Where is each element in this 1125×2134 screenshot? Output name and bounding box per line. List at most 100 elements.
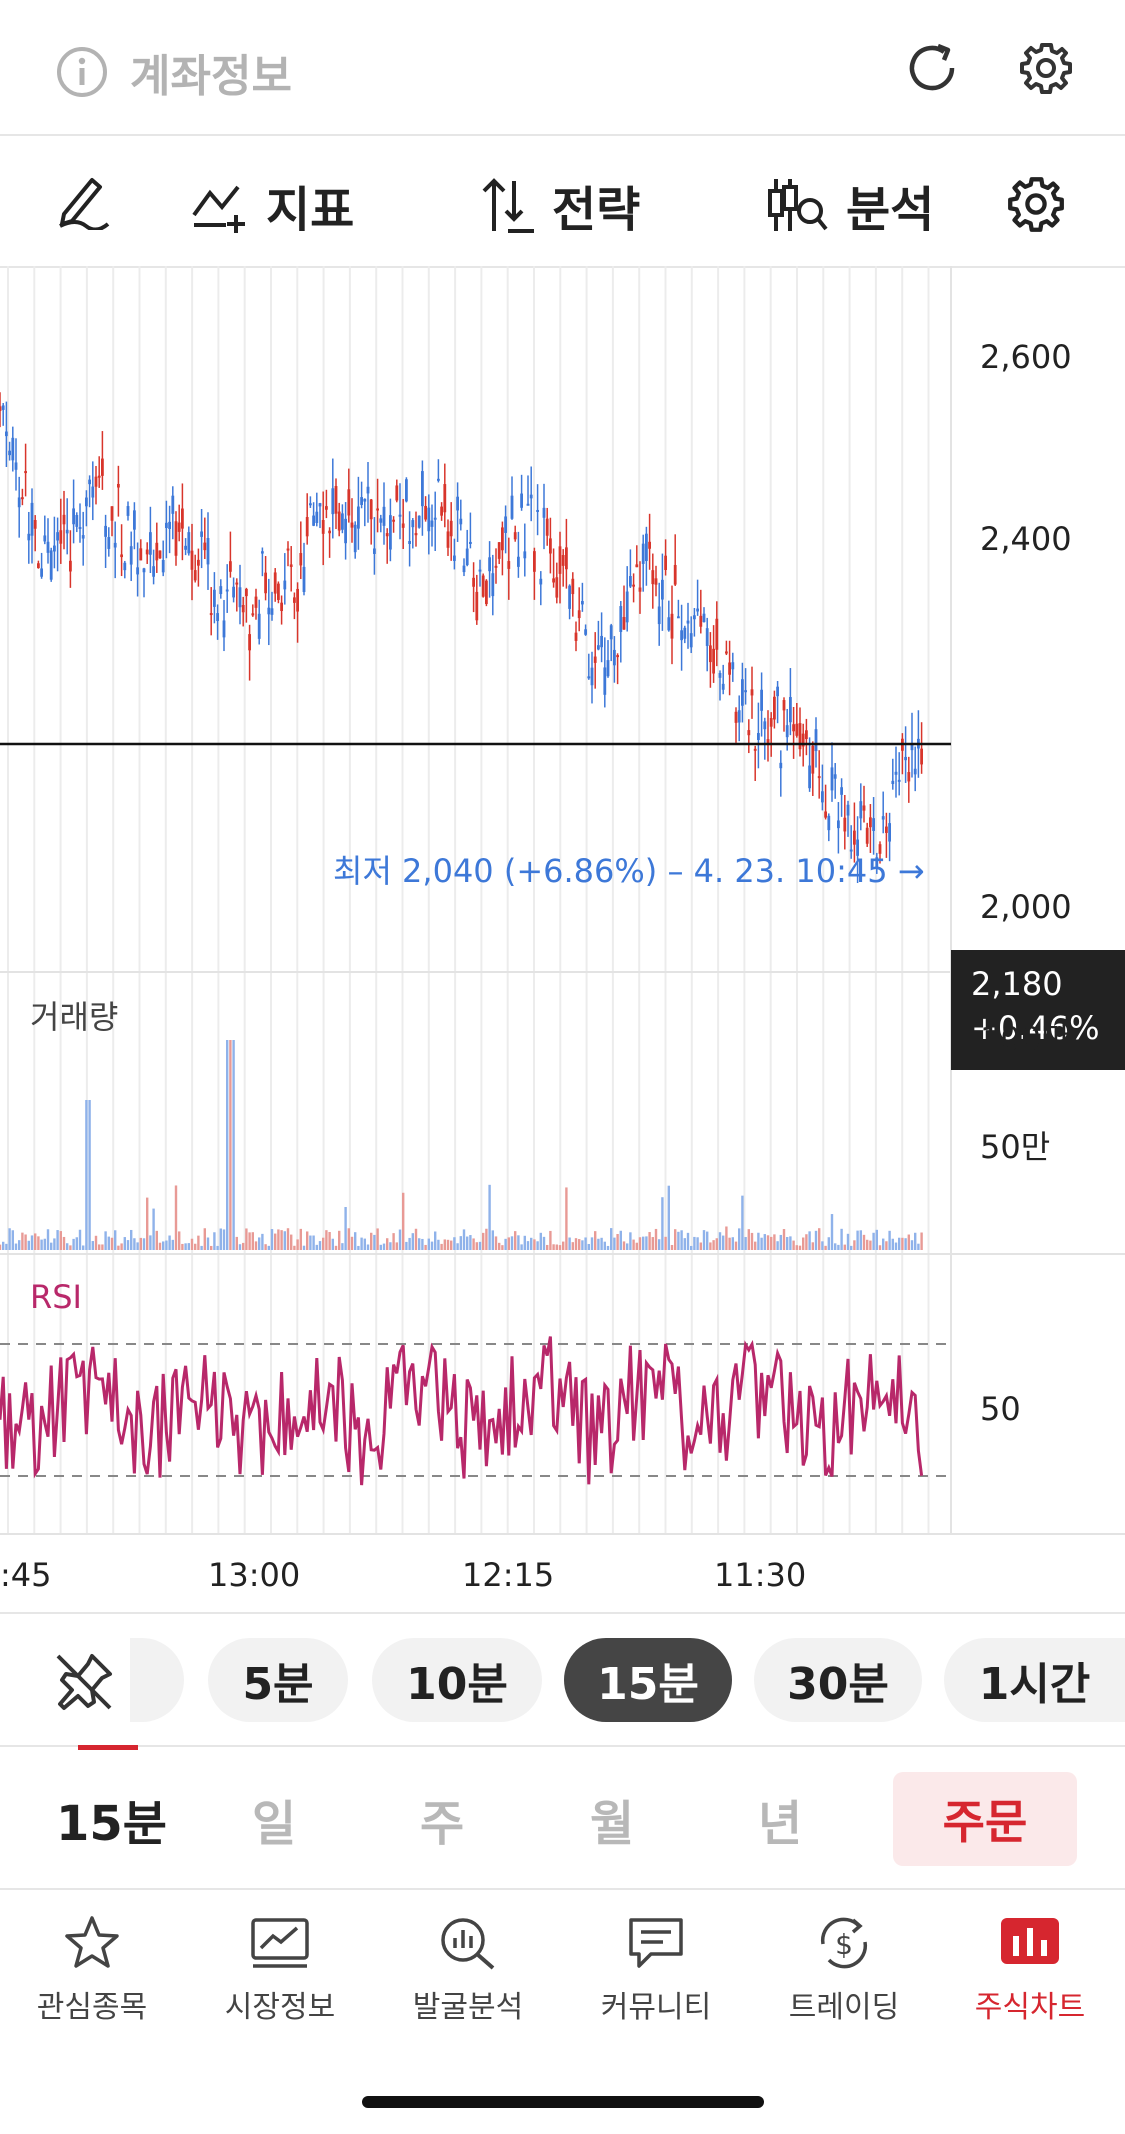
candle-body [88,479,91,485]
volume-bar [638,1237,642,1250]
volume-bar [862,1234,866,1250]
nav-item-community[interactable]: 커뮤니티 [566,1914,746,2026]
candle-body [667,617,671,631]
period-tab-week[interactable]: 주 [420,1796,465,1852]
chart-settings-button[interactable] [1004,172,1068,236]
volume-bar [757,1232,760,1250]
nav-item-stock-chart[interactable]: 주식차트 [940,1914,1120,2026]
draw-button[interactable] [56,170,112,230]
period-tab-month[interactable]: 월 [590,1796,635,1852]
candle-body [619,606,623,632]
period-tab-year[interactable]: 년 [758,1796,803,1852]
interval-chip-5m[interactable]: 5분 [208,1638,348,1722]
candle-body [177,522,181,532]
volume-bar [258,1237,261,1250]
candle-body [664,555,667,570]
analysis-button[interactable]: 분석 [766,170,934,240]
interval-selector: 5분 10분 15분 30분 1시간 [0,1614,1125,1744]
candle-body [763,721,767,730]
pin-off-icon [56,1654,112,1710]
volume-bar [568,1237,571,1250]
volume-bar [603,1241,606,1250]
candle-body [520,493,523,508]
volume-bar [430,1241,434,1250]
volume-bar [178,1231,181,1250]
y-tick: 2,000 [980,888,1072,926]
volume-bar [840,1228,843,1250]
volume-bar [171,1239,174,1250]
indicator-line-icon [192,185,245,233]
interval-chip-1h[interactable]: 1시간 [944,1638,1125,1722]
volume-bar [280,1230,283,1250]
candle-body [632,584,635,587]
candle-body [75,515,79,527]
account-info-button[interactable]: 계좌정보 [56,40,292,104]
volume-bar [526,1241,530,1250]
candle-body [875,857,879,869]
volume-bar [642,1236,645,1250]
indicator-button[interactable]: 지표 [190,170,354,240]
volume-bar [619,1230,622,1250]
stock-chart[interactable]: 2,600 2,400 2,000 2,180 +0.46% 최저 2,040 … [0,266,1125,1536]
pin-toggle-button[interactable] [48,1650,120,1714]
dollar-cycle-icon: $ [820,1917,868,1969]
nav-item-discovery[interactable]: 발굴분석 [378,1914,558,2026]
candle-body [721,683,725,690]
volume-tick: 50만 [980,1128,1051,1166]
interval-chip-15m[interactable]: 15분 [564,1638,732,1722]
candle-body [369,499,373,520]
chart-canvas[interactable] [0,266,1125,1536]
candle-body [648,541,651,549]
period-tab-day[interactable]: 일 [252,1796,297,1852]
volume-bar [206,1237,210,1250]
volume-bar [235,1236,238,1250]
nav-item-trading[interactable]: $ 트레이딩 [754,1914,934,2026]
volume-bar [174,1185,178,1250]
order-button[interactable]: 주문 [893,1772,1077,1866]
strategy-button[interactable]: 전략 [480,170,640,240]
refresh-button[interactable] [900,36,964,100]
volume-bar [635,1242,638,1250]
candle-body [789,697,792,723]
candle-body [798,723,802,750]
candle-body [366,486,370,494]
volume-bar [421,1238,424,1250]
candle-body [910,743,914,751]
interval-chip-30m[interactable]: 30분 [754,1638,922,1722]
y-tick: 2,600 [980,338,1072,376]
interval-chip-partial[interactable] [130,1638,184,1722]
volume-bar [546,1244,549,1250]
candle-body [673,564,677,585]
candle-body [69,560,72,572]
volume-bar [533,1239,536,1250]
current-price: 2,180 [971,965,1063,1003]
candle-body [555,577,559,598]
candle-body [107,537,111,549]
volume-bar [731,1237,734,1250]
interval-chip-10m[interactable]: 10분 [372,1638,542,1722]
period-tab-15m[interactable]: 15분 [56,1796,167,1852]
candle-body [401,523,405,528]
candle-body [920,748,923,765]
volume-bar [818,1228,821,1250]
volume-bar [126,1240,130,1250]
candle-body [891,780,895,785]
candle-body [293,597,296,603]
candle-body [741,679,744,706]
candle-body [232,586,235,598]
settings-button[interactable] [1016,38,1076,98]
candle-body [411,520,415,528]
nav-item-watchlist[interactable]: 관심종목 [2,1914,182,2026]
nav-item-market[interactable]: 시장정보 [190,1914,370,2026]
volume-bar [85,1100,88,1250]
candle-body [853,830,856,845]
volume-bar [814,1230,818,1250]
chart-toolbar: 지표 전략 분석 [0,136,1125,266]
candle-body [376,508,379,511]
volume-bar [507,1237,510,1250]
volume-bar [82,1245,85,1250]
volume-bar [248,1232,251,1250]
volume-bar [878,1245,882,1250]
volume-bar [27,1240,30,1250]
candle-body [302,566,306,592]
